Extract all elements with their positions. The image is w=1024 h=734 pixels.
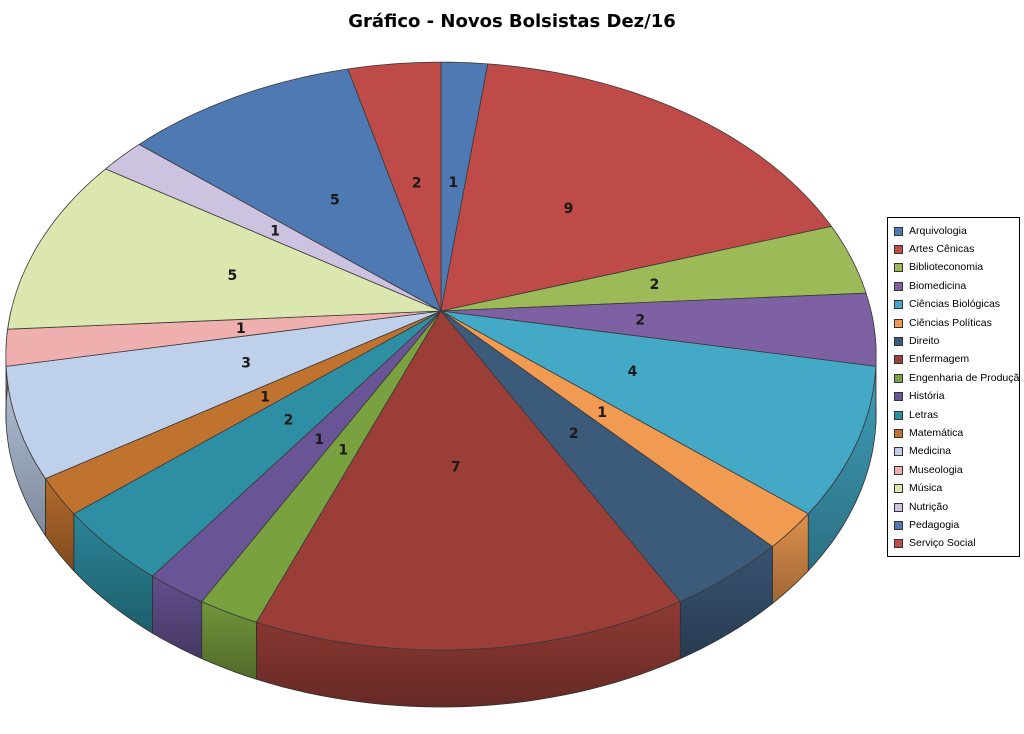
- legend: Arquivologia Artes Cênicas Biblioteconomia…: [887, 217, 1020, 557]
- slice-value-label-nutricao: 1: [270, 224, 280, 240]
- legend-color-swatch-icon: [894, 465, 903, 475]
- legend-label: Biomedicina: [909, 279, 967, 292]
- legend-item-pedagogia[interactable]: Pedagogia: [888, 516, 1019, 534]
- chart-title: Gráfico - Novos Bolsistas Dez/16: [348, 11, 676, 32]
- slice-value-label-ciencias-biologicas: 4: [628, 364, 638, 380]
- slice-value-label-historia: 1: [314, 432, 324, 448]
- pie-slice-direito[interactable]: [440, 310, 773, 602]
- pie-slice-engenharia-de-producao[interactable]: [201, 310, 442, 623]
- legend-item-medicina[interactable]: Medicina: [888, 443, 1019, 461]
- pie-slice-biblioteconomia[interactable]: [440, 225, 867, 312]
- slice-value-label-enfermagem: 7: [451, 460, 461, 476]
- legend-item-nutricao[interactable]: Nutrição: [888, 498, 1019, 516]
- legend-color-swatch-icon: [894, 520, 903, 530]
- slice-value-label-engenharia-de-producao: 1: [338, 443, 348, 459]
- legend-color-swatch-icon: [894, 318, 903, 328]
- pie-slice-nutricao[interactable]: [105, 144, 442, 312]
- pie-slice-biomedicina[interactable]: [440, 292, 877, 367]
- slice-value-label-medicina: 3: [241, 356, 251, 372]
- pie-slice-matematica[interactable]: [45, 310, 442, 515]
- pie-slice-letras[interactable]: [73, 310, 442, 577]
- slice-value-label-musica: 5: [228, 268, 238, 284]
- legend-item-direito[interactable]: Direito: [888, 332, 1019, 350]
- slice-value-label-direito: 2: [569, 426, 579, 442]
- legend-label: Direito: [909, 335, 940, 348]
- legend-item-ciencias-biologicas[interactable]: Ciências Biológicas: [888, 296, 1019, 314]
- legend-item-artes-cenicas[interactable]: Artes Cênicas: [888, 240, 1019, 258]
- legend-label: Pedagogia: [909, 518, 960, 531]
- pie-slice-pedagogia[interactable]: [138, 68, 442, 312]
- pie-slice-enfermagem[interactable]: [255, 310, 681, 651]
- legend-label: Ciências Políticas: [909, 316, 992, 329]
- pie-slice-servico-social[interactable]: [347, 61, 442, 312]
- legend-color-swatch-icon: [894, 300, 903, 310]
- legend-label: Enfermagem: [909, 353, 970, 366]
- slice-value-label-matematica: 1: [260, 389, 270, 405]
- legend-item-historia[interactable]: História: [888, 388, 1019, 406]
- legend-color-swatch-icon: [894, 392, 903, 402]
- legend-label: Matemática: [909, 426, 964, 439]
- slice-value-label-pedagogia: 5: [330, 192, 340, 208]
- legend-item-arquivologia[interactable]: Arquivologia: [888, 222, 1019, 240]
- legend-item-ciencias-politicas[interactable]: Ciências Políticas: [888, 314, 1019, 332]
- legend-color-swatch-icon: [894, 337, 903, 347]
- pie-slice-artes-cenicas[interactable]: [440, 63, 832, 312]
- legend-color-swatch-icon: [894, 245, 903, 255]
- legend-color-swatch-icon: [894, 410, 903, 420]
- slice-value-label-artes-cenicas: 9: [564, 201, 574, 217]
- legend-item-museologia[interactable]: Museologia: [888, 461, 1019, 479]
- legend-label: Arquivologia: [909, 224, 967, 237]
- legend-label: Letras: [909, 408, 939, 421]
- slice-value-label-biblioteconomia: 2: [650, 277, 660, 293]
- legend-color-swatch-icon: [894, 539, 903, 549]
- legend-item-engenharia-de-producao[interactable]: Engenharia de Produção: [888, 369, 1019, 387]
- pie-slice-ciencias-politicas[interactable]: [440, 310, 809, 547]
- legend-label: Artes Cênicas: [909, 243, 975, 256]
- slice-value-label-biomedicina: 2: [635, 312, 645, 328]
- legend-item-letras[interactable]: Letras: [888, 406, 1019, 424]
- legend-color-swatch-icon: [894, 226, 903, 236]
- pie-slice-musica[interactable]: [7, 168, 442, 330]
- legend-item-biblioteconomia[interactable]: Biblioteconomia: [888, 259, 1019, 277]
- legend-color-swatch-icon: [894, 373, 903, 383]
- legend-label: Nutrição: [909, 500, 949, 513]
- legend-item-musica[interactable]: Música: [888, 479, 1019, 497]
- legend-color-swatch-icon: [894, 447, 903, 457]
- legend-label: Medicina: [909, 445, 952, 458]
- legend-color-swatch-icon: [894, 355, 903, 365]
- slice-value-label-ciencias-politicas: 1: [597, 405, 607, 421]
- legend-label: História: [909, 390, 945, 403]
- legend-label: Biblioteconomia: [909, 261, 984, 274]
- legend-color-swatch-icon: [894, 263, 903, 273]
- slice-value-label-arquivologia: 1: [448, 175, 458, 191]
- slice-value-label-museologia: 1: [236, 321, 246, 337]
- legend-label: Engenharia de Produção: [909, 371, 1020, 384]
- legend-color-swatch-icon: [894, 484, 903, 494]
- slice-value-label-servico-social: 2: [412, 176, 422, 192]
- legend-label: Serviço Social: [909, 537, 976, 550]
- pie-slice-historia[interactable]: [152, 310, 442, 602]
- slice-value-label-letras: 2: [284, 412, 294, 428]
- legend-item-servico-social[interactable]: Serviço Social: [888, 535, 1019, 553]
- legend-color-swatch-icon: [894, 281, 903, 291]
- legend-color-swatch-icon: [894, 428, 903, 438]
- legend-item-matematica[interactable]: Matemática: [888, 424, 1019, 442]
- legend-item-biomedicina[interactable]: Biomedicina: [888, 277, 1019, 295]
- legend-item-enfermagem[interactable]: Enfermagem: [888, 351, 1019, 369]
- pie-slice-ciencias-biologicas[interactable]: [440, 310, 877, 515]
- legend-label: Ciências Biológicas: [909, 298, 1001, 311]
- legend-color-swatch-icon: [894, 502, 903, 512]
- legend-label: Música: [909, 482, 943, 495]
- legend-label: Museologia: [909, 463, 963, 476]
